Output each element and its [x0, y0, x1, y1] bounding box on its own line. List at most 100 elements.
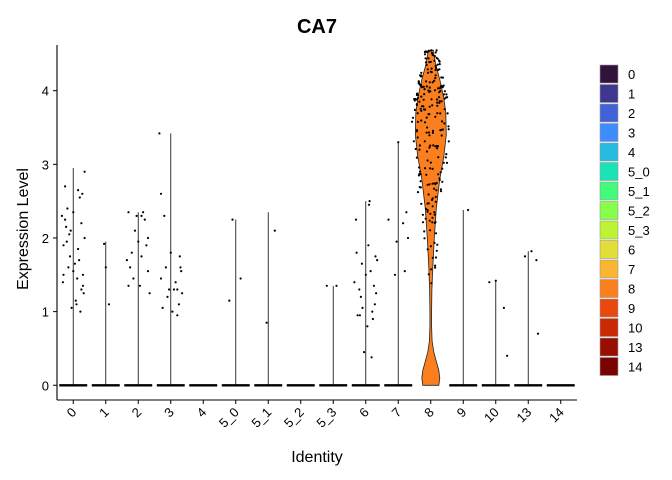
data-point [438, 101, 441, 104]
data-point [176, 314, 179, 317]
data-point [467, 208, 470, 212]
data-point [430, 49, 433, 52]
data-point [361, 306, 364, 309]
x-tick-label: 10 [481, 405, 502, 426]
data-point [431, 256, 434, 259]
data-point [428, 134, 431, 137]
data-point [180, 270, 183, 273]
data-point [412, 140, 415, 143]
data-point [169, 251, 172, 254]
data-point [413, 108, 416, 111]
data-point [72, 270, 75, 273]
data-point [488, 281, 491, 284]
data-point [431, 104, 434, 107]
y-tick-label: 1 [42, 305, 49, 320]
data-point [437, 87, 440, 90]
legend-label: 3 [628, 126, 635, 141]
data-point [425, 63, 428, 67]
data-point [416, 191, 420, 194]
data-point [368, 200, 371, 203]
data-point [429, 167, 432, 170]
data-point [435, 189, 438, 192]
data-point [137, 240, 140, 243]
data-point [420, 119, 423, 122]
x-tick-label: 8 [421, 405, 437, 421]
legend-label: 5_3 [628, 223, 650, 238]
data-point [178, 255, 181, 258]
data-point [83, 170, 86, 173]
data-point [423, 88, 426, 91]
data-point [426, 51, 429, 54]
data-point [366, 325, 369, 328]
x-tick-label: 7 [389, 405, 405, 421]
data-point [419, 186, 422, 189]
data-point [427, 131, 431, 134]
data-point [419, 173, 422, 176]
legend-swatch [599, 279, 619, 298]
data-point [436, 63, 439, 66]
data-point [424, 80, 428, 83]
data-point [418, 100, 421, 103]
y-tick-label: 4 [42, 84, 49, 99]
data-point [416, 92, 419, 95]
legend-swatch [599, 181, 619, 201]
legend-swatch [599, 142, 619, 162]
data-point [426, 248, 429, 251]
legend-label: 10 [628, 321, 642, 336]
data-point [431, 53, 434, 57]
data-point [67, 266, 70, 269]
data-point [434, 68, 437, 72]
data-point [77, 247, 80, 251]
data-point [429, 229, 432, 232]
data-point [422, 98, 425, 101]
data-point [64, 185, 67, 188]
data-point [360, 262, 363, 265]
data-point [423, 230, 426, 233]
x-tick-label: 5_2 [281, 405, 307, 431]
data-point [371, 310, 374, 313]
legend-label: 5_1 [628, 184, 650, 199]
data-point [172, 288, 176, 291]
data-point [424, 57, 427, 60]
x-tick-label: 9 [454, 405, 470, 421]
data-point [416, 120, 419, 123]
data-point [433, 182, 436, 185]
data-point [446, 112, 449, 115]
legend-label: 6 [628, 243, 635, 258]
data-point [426, 209, 429, 212]
data-point [64, 218, 67, 221]
data-point [423, 121, 427, 124]
data-point [437, 156, 440, 159]
data-point [171, 310, 174, 313]
data-point [76, 277, 79, 280]
data-point [425, 173, 428, 176]
data-point [430, 98, 433, 101]
data-point [125, 259, 128, 262]
data-point [428, 86, 431, 89]
data-point [430, 198, 434, 201]
data-point [433, 79, 436, 82]
data-point [438, 63, 441, 66]
data-point [69, 229, 72, 232]
data-point [420, 202, 423, 205]
data-point [429, 245, 432, 248]
data-point [358, 288, 361, 291]
x-tick-label: 1 [96, 405, 112, 421]
data-point [73, 262, 76, 265]
data-point [436, 147, 439, 150]
y-tick-label: 2 [42, 231, 49, 246]
data-point [66, 207, 69, 210]
data-point [423, 53, 427, 56]
data-point [415, 98, 418, 101]
data-point [164, 266, 167, 269]
data-point [231, 218, 234, 221]
data-point [140, 214, 143, 217]
data-point [163, 214, 166, 217]
legend-swatch [599, 162, 619, 181]
data-point [523, 255, 527, 258]
data-point [127, 211, 130, 214]
data-point [427, 273, 430, 276]
data-point [494, 279, 497, 282]
data-point [166, 295, 169, 298]
